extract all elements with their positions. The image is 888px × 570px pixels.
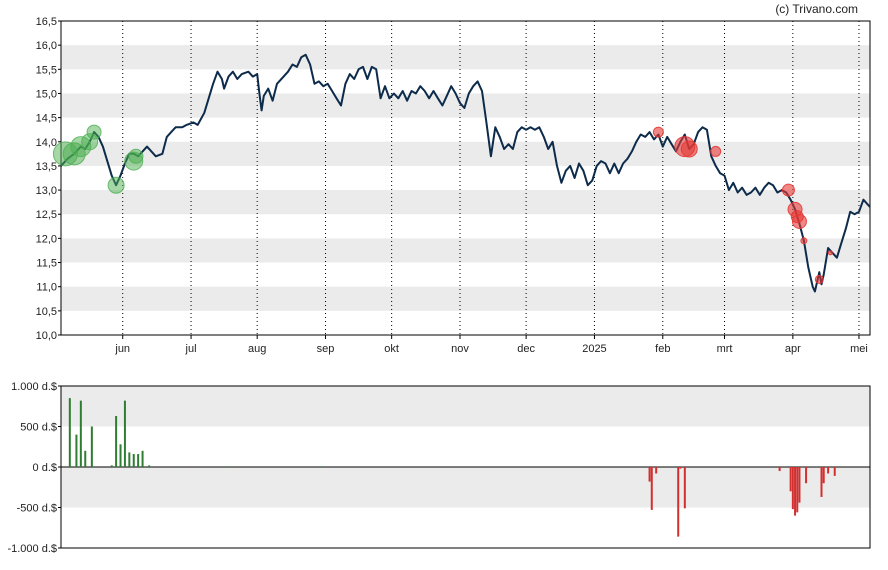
buy-marker	[128, 148, 144, 164]
sell-marker	[791, 213, 807, 229]
price-y-tick-label: 12,0	[36, 233, 57, 245]
x-tick-label: mrt	[717, 343, 733, 355]
sell-marker	[710, 145, 722, 157]
price-y-tick-label: 16,0	[36, 40, 57, 52]
buy-marker	[86, 124, 102, 140]
x-tick-label: aug	[248, 343, 266, 355]
price-grid-band	[61, 286, 870, 311]
price-y-tick-label: 10,5	[36, 306, 57, 318]
x-tick-label: okt	[384, 343, 399, 355]
price-grid-band	[61, 45, 870, 70]
price-y-tick-label: 11,5	[36, 258, 57, 270]
credit-text: (c) Trivano.com	[775, 2, 858, 16]
price-y-tick-label: 10,0	[36, 330, 57, 342]
volume-plot-frame	[60, 385, 871, 549]
x-tick-label: mei	[850, 343, 868, 355]
volume-grid-band	[61, 467, 870, 508]
x-tick-label: dec	[517, 343, 535, 355]
price-grid-band	[61, 190, 870, 215]
price-y-tick-label: 16,5	[36, 16, 57, 28]
price-y-tick-label: 15,5	[36, 64, 57, 76]
price-y-tick-label: 14,5	[36, 113, 57, 125]
volume-y-tick-label: -500 d.$	[17, 503, 57, 515]
price-grid-band	[61, 141, 870, 166]
x-tick-label: nov	[451, 343, 469, 355]
price-y-tick-label: 12,5	[36, 209, 57, 221]
sell-marker	[652, 126, 664, 138]
volume-y-tick-label: 500 d.$	[20, 422, 57, 434]
volume-y-tick-label: -1.000 d.$	[7, 543, 57, 555]
x-tick-label: sep	[317, 343, 335, 355]
x-tick-label: jun	[114, 343, 130, 355]
x-tick-label: jul	[185, 343, 197, 355]
volume-grid-band	[61, 386, 870, 427]
price-grid-band	[61, 238, 870, 263]
sell-marker	[800, 237, 808, 245]
x-tick-label: apr	[785, 343, 801, 355]
price-y-tick-label: 13,0	[36, 185, 57, 197]
volume-y-tick-label: 0 d.$	[33, 462, 57, 474]
price-y-tick-label: 14,0	[36, 137, 57, 149]
sell-marker	[814, 274, 824, 284]
price-y-tick-label: 13,5	[36, 161, 57, 173]
price-plot-frame	[60, 20, 871, 336]
sell-marker	[781, 183, 795, 197]
sell-marker	[827, 250, 833, 256]
volume-y-tick-label: 1.000 d.$	[11, 381, 57, 393]
sell-marker	[680, 140, 698, 158]
price-y-tick-label: 11,0	[36, 282, 57, 294]
x-tick-label: feb	[655, 343, 670, 355]
x-tick-label: 2025	[582, 343, 606, 355]
price-y-tick-label: 15,0	[36, 88, 57, 100]
buy-marker	[107, 176, 125, 194]
price-line	[60, 53, 871, 293]
